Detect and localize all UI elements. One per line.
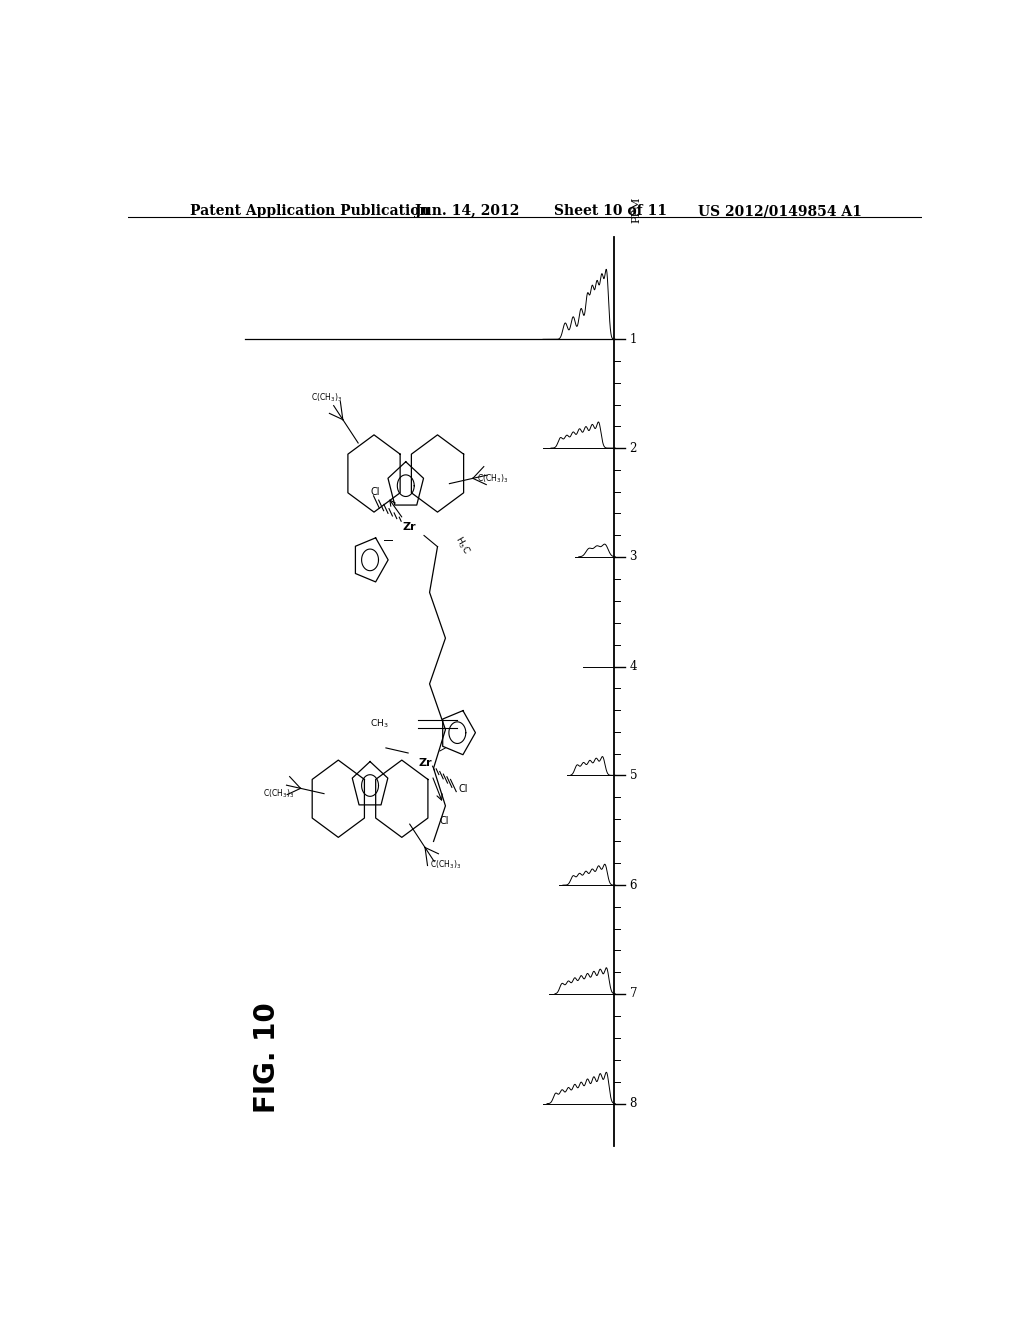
Text: C(CH$_3$)$_3$: C(CH$_3$)$_3$ — [311, 391, 342, 404]
Text: Sheet 10 of 11: Sheet 10 of 11 — [554, 205, 668, 218]
Text: Zr: Zr — [402, 523, 417, 532]
Text: C(CH$_3$)$_3$: C(CH$_3$)$_3$ — [477, 473, 509, 484]
Text: US 2012/0149854 A1: US 2012/0149854 A1 — [697, 205, 861, 218]
Text: 4: 4 — [630, 660, 637, 673]
Text: C(CH$_3$)$_3$: C(CH$_3$)$_3$ — [430, 858, 461, 871]
Text: Cl: Cl — [459, 784, 468, 793]
Text: PPM: PPM — [632, 197, 642, 223]
Text: Cl: Cl — [370, 487, 380, 496]
Text: 5: 5 — [630, 768, 637, 781]
Text: 7: 7 — [630, 987, 637, 1001]
Text: FIG. 10: FIG. 10 — [253, 1002, 281, 1113]
Text: 2: 2 — [630, 442, 637, 454]
Text: Cl: Cl — [440, 816, 450, 826]
Text: H$_3$C: H$_3$C — [452, 533, 472, 556]
Text: Zr: Zr — [419, 758, 432, 768]
Text: 8: 8 — [630, 1097, 637, 1110]
Text: C(CH$_3$)$_3$: C(CH$_3$)$_3$ — [263, 788, 294, 800]
Text: CH$_3$: CH$_3$ — [371, 717, 389, 730]
Text: Jun. 14, 2012: Jun. 14, 2012 — [416, 205, 519, 218]
Text: Patent Application Publication: Patent Application Publication — [189, 205, 429, 218]
Text: 6: 6 — [630, 879, 637, 891]
Text: 1: 1 — [630, 333, 637, 346]
Text: 3: 3 — [630, 550, 637, 564]
